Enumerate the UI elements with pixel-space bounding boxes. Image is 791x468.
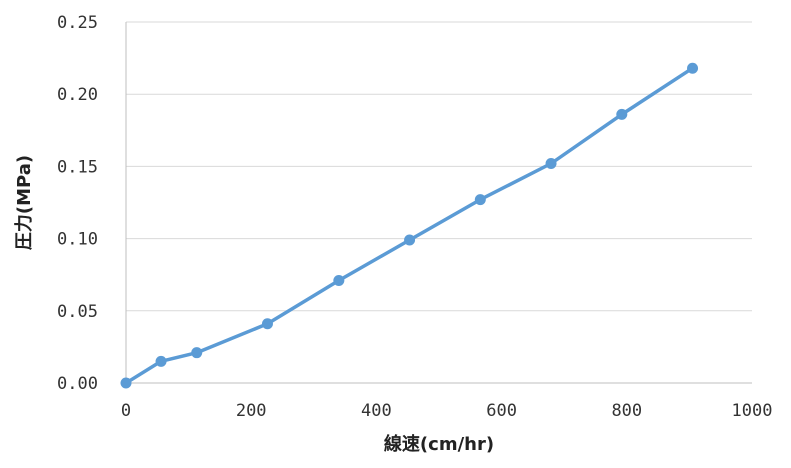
- data-point: [155, 355, 167, 367]
- data-point: [191, 347, 203, 359]
- data-point: [333, 274, 345, 286]
- grid: [126, 21, 752, 312]
- x-tick-label: 800: [611, 401, 642, 421]
- x-tick-label: 400: [361, 401, 392, 421]
- data-point: [616, 108, 628, 120]
- x-tick-label: 0: [121, 401, 131, 421]
- y-tick-label: 0.05: [57, 302, 98, 322]
- x-tick-labels: 0 200 400 600 800 1000: [121, 401, 773, 421]
- data-point: [545, 158, 557, 170]
- series-line: [124, 66, 695, 385]
- y-tick-label: 0.20: [57, 85, 98, 105]
- axes: [125, 22, 752, 384]
- data-point: [474, 194, 486, 206]
- y-tick-label: 0.15: [57, 157, 98, 177]
- x-axis-title: 線速(cm/hr): [384, 433, 494, 455]
- y-tick-label: 0.00: [57, 374, 98, 394]
- data-point: [404, 234, 416, 246]
- data-point: [120, 377, 132, 389]
- y-axis-title: 圧力(MPa): [14, 155, 35, 250]
- data-point: [687, 62, 699, 74]
- x-tick-label: 600: [486, 401, 517, 421]
- x-tick-label: 200: [236, 401, 267, 421]
- data-point: [261, 318, 273, 330]
- y-tick-labels: 0.00 0.05 0.10 0.15 0.20 0.25: [57, 13, 98, 394]
- x-tick-label: 1000: [732, 401, 773, 421]
- series: [120, 62, 699, 389]
- y-tick-label: 0.25: [57, 13, 98, 33]
- y-tick-label: 0.10: [57, 230, 98, 250]
